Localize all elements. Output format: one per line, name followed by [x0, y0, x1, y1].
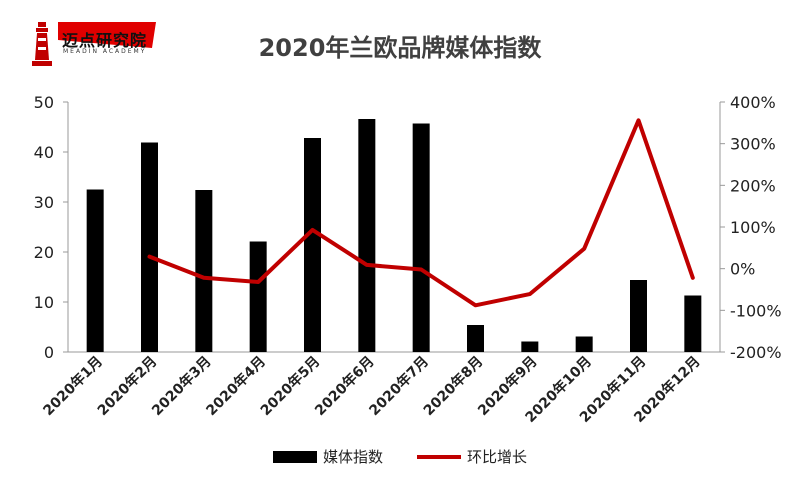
- y-right-tick-label: 0%: [730, 260, 755, 279]
- y-right-tick-label: -100%: [730, 301, 782, 320]
- bar: [249, 241, 267, 352]
- chart-title: 2020年兰欧品牌媒体指数: [258, 34, 542, 62]
- bar: [521, 341, 539, 352]
- bar: [304, 138, 321, 352]
- y-right-tick-label: 300%: [730, 135, 776, 154]
- y-left-tick-label: 0: [44, 343, 54, 362]
- legend-swatch-line: [417, 454, 461, 459]
- y-left-tick-label: 10: [34, 293, 54, 312]
- bar: [141, 142, 158, 352]
- bar: [358, 119, 376, 352]
- bar: [412, 123, 430, 352]
- bar: [630, 280, 647, 352]
- lighthouse-icon: [32, 22, 52, 66]
- brand-logo: [30, 20, 160, 75]
- y-right-tick-label: 100%: [730, 218, 776, 237]
- logo-subtitle: MEADIN ACADEMY: [63, 48, 147, 55]
- y-right-tick-label: -200%: [730, 343, 782, 362]
- legend-item-bar: 媒体指数: [272, 446, 383, 467]
- legend-label-line: 环比增长: [467, 448, 528, 466]
- y-left-tick-label: 40: [34, 143, 54, 162]
- y-left-tick-label: 30: [34, 193, 54, 212]
- bar: [684, 295, 702, 352]
- y-left-tick-label: 50: [34, 93, 54, 112]
- chart-legend: 媒体指数 环比增长: [0, 446, 800, 467]
- bar: [86, 189, 104, 352]
- y-right-tick-label: 200%: [730, 176, 776, 195]
- logo-name: 迈点研究院: [62, 31, 148, 50]
- y-left-tick-label: 20: [34, 243, 54, 262]
- legend-label-bar: 媒体指数: [322, 448, 383, 466]
- bar: [195, 190, 213, 352]
- logo-flag-shape: [58, 22, 156, 48]
- y-right-tick-label: 400%: [730, 93, 776, 112]
- bar: [467, 325, 484, 352]
- legend-item-line: 环比增长: [417, 446, 527, 467]
- legend-swatch-bar: [272, 450, 317, 463]
- series-line-growth: [147, 118, 695, 308]
- bar: [575, 336, 593, 352]
